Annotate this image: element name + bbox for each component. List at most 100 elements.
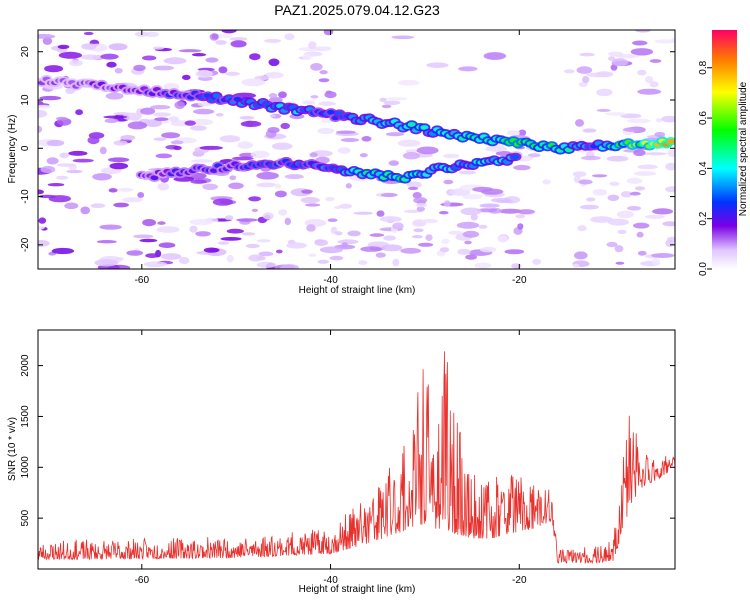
heatmap-noise-blob bbox=[212, 198, 233, 206]
heatmap-noise-blob bbox=[632, 40, 648, 46]
heatmap-noise-blob bbox=[113, 140, 128, 146]
heatmap-noise-blob bbox=[392, 222, 404, 230]
heatmap-noise-blob bbox=[94, 259, 119, 267]
heatmap-noise-blob bbox=[219, 135, 241, 143]
heatmap-noise-blob bbox=[608, 51, 624, 57]
heatmap-noise-blob bbox=[397, 79, 420, 86]
heatmap-noise-blob bbox=[100, 53, 119, 60]
heatmap-noise-blob bbox=[220, 237, 242, 241]
heatmap-noise-blob bbox=[284, 217, 291, 226]
heatmap-noise-blob bbox=[301, 189, 313, 194]
heatmap-noise-blob bbox=[51, 247, 75, 255]
heatmap-noise-blob bbox=[376, 210, 385, 217]
heatmap-noise-blob bbox=[215, 113, 224, 117]
heatmap-noise-blob bbox=[310, 63, 323, 71]
heatmap-noise-blob bbox=[161, 132, 181, 139]
heatmap-noise-blob bbox=[630, 48, 654, 56]
heatmap-noise-blob bbox=[511, 263, 522, 269]
snr-frame bbox=[37, 329, 676, 570]
heatmap-noise-blob bbox=[256, 171, 279, 180]
heatmap-noise-blob bbox=[340, 138, 360, 142]
heatmap-noise-blob bbox=[278, 91, 287, 99]
heatmap-noise-blob bbox=[276, 249, 283, 254]
heatmap-noise-blob bbox=[353, 211, 374, 215]
heatmap-noise-blob bbox=[403, 209, 422, 213]
heatmap-noise-blob bbox=[137, 192, 145, 198]
heatmap-noise-blob bbox=[104, 118, 119, 123]
heatmap-ridge-core bbox=[150, 175, 159, 181]
colorbar-label: Normalized spectral amplitude bbox=[738, 81, 749, 216]
heatmap-noise-blob bbox=[314, 46, 332, 52]
heatmap-noise-blob bbox=[369, 233, 385, 237]
heatmap-axes: -60 -40 -20 20 10 0 -10 -20 bbox=[20, 30, 675, 286]
heatmap-noise-blob bbox=[406, 181, 422, 188]
heatmap-noise-blob bbox=[670, 37, 675, 43]
heatmap-noise-blob bbox=[635, 30, 651, 33]
heatmap-noise-blob bbox=[168, 116, 179, 122]
heatmap-noise-blob bbox=[284, 33, 295, 41]
heatmap-noise-blob bbox=[329, 255, 344, 261]
heatmap-noise-blob bbox=[268, 58, 280, 67]
heatmap-noise-blob bbox=[153, 137, 167, 141]
heatmap-noise-blob bbox=[319, 70, 328, 75]
heatmap-noise-blob bbox=[191, 159, 214, 163]
heatmap-noise-blob bbox=[634, 186, 646, 191]
heatmap-noise-blob bbox=[391, 35, 415, 40]
heatmap-noise-blob bbox=[592, 174, 608, 178]
heatmap-noise-blob bbox=[491, 198, 512, 203]
heatmap-noise-blob bbox=[306, 224, 316, 232]
heatmap-y-tick-label: -20 bbox=[20, 237, 31, 252]
heatmap-noise-blob bbox=[573, 251, 588, 260]
heatmap-noise-blob bbox=[335, 231, 343, 236]
heatmap-noise-blob bbox=[610, 64, 618, 71]
heatmap-noise-blob bbox=[224, 215, 234, 221]
snr-series-line bbox=[38, 351, 675, 565]
heatmap-noise-blob bbox=[271, 142, 293, 150]
heatmap-noise-blob bbox=[133, 234, 154, 239]
heatmap-noise-blob bbox=[629, 191, 641, 196]
heatmap-noise-blob bbox=[334, 206, 342, 209]
heatmap-noise-blob bbox=[117, 187, 134, 192]
heatmap-y-label: Frequency (Hz) bbox=[7, 115, 18, 184]
heatmap-noise-blob bbox=[236, 218, 258, 222]
heatmap-noise-blob bbox=[156, 226, 180, 233]
heatmap-noise-blob bbox=[590, 216, 614, 223]
colorbar-gradient bbox=[712, 30, 737, 269]
heatmap-noise-blob bbox=[189, 225, 198, 233]
heatmap-noise-blob bbox=[195, 231, 211, 237]
heatmap-noise-blob bbox=[300, 196, 320, 204]
heatmap-noise-blob bbox=[81, 43, 97, 50]
figure-title: PAZ1.2025.079.04.12.G23 bbox=[274, 2, 440, 18]
heatmap-noise-blob bbox=[140, 107, 156, 115]
heatmap-noise-blob bbox=[637, 164, 658, 170]
heatmap-noise-blob bbox=[157, 221, 166, 225]
heatmap-noise-blob bbox=[336, 130, 356, 134]
heatmap-noise-blob bbox=[616, 210, 635, 219]
heatmap-noise-blob bbox=[458, 170, 476, 175]
heatmap-noise-blob bbox=[358, 260, 368, 265]
heatmap-noise-blob bbox=[317, 259, 330, 264]
heatmap-noise-blob bbox=[388, 160, 399, 166]
snr-x-tick-label: -20 bbox=[512, 575, 527, 586]
heatmap-noise-blob bbox=[627, 206, 641, 211]
heatmap-noise-blob bbox=[662, 221, 675, 227]
heatmap-noise-blob bbox=[470, 213, 478, 221]
heatmap-noise-blob bbox=[142, 55, 157, 61]
heatmap-noise-blob bbox=[380, 193, 398, 197]
heatmap-noise-blob bbox=[527, 153, 541, 158]
heatmap-noise-blob bbox=[190, 179, 207, 184]
heatmap-noise-blob bbox=[226, 228, 244, 234]
heatmap-noise-blob bbox=[38, 217, 47, 224]
heatmap-noise-blob bbox=[38, 189, 44, 195]
heatmap-noise-blob bbox=[448, 230, 464, 235]
heatmap-noise-blob bbox=[42, 36, 53, 45]
heatmap-noise-blob bbox=[381, 244, 403, 252]
heatmap-noise-blob bbox=[309, 152, 318, 158]
heatmap-noise-blob bbox=[636, 231, 644, 238]
heatmap-noise-blob bbox=[224, 71, 240, 76]
heatmap-noise-blob bbox=[460, 207, 482, 216]
heatmap-noise-blob bbox=[652, 208, 674, 215]
heatmap-noise-blob bbox=[504, 249, 525, 255]
heatmap-noise-blob bbox=[623, 127, 641, 132]
